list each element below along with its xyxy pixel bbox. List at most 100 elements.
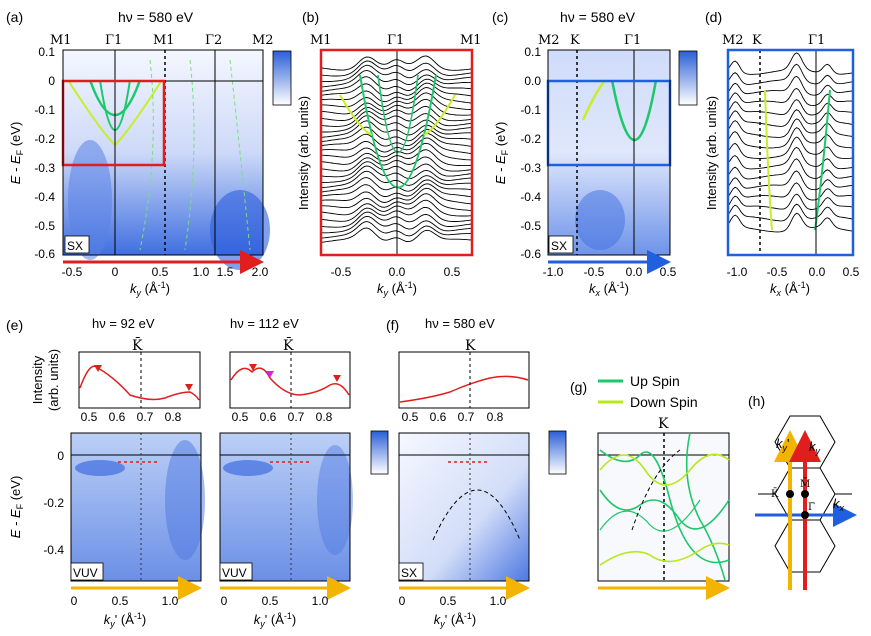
panel-g-band-down	[599, 542, 730, 566]
panel-e-xtick-2: 1.0	[162, 594, 179, 608]
panel-g-band-up	[685, 432, 726, 581]
panel-d-band-up	[814, 89, 831, 231]
panel-e-mdc1-frame	[78, 351, 201, 409]
panel-g-dispersion	[631, 449, 681, 531]
panel-h-gamma-label: Γ̄	[808, 502, 815, 513]
panel-g-band-down	[599, 453, 730, 486]
panel-f-top-xtick-0: 0.5	[402, 410, 419, 424]
panel-a-label: (a)	[6, 9, 23, 25]
panel-e-xtick2-1: 0.5	[262, 594, 279, 608]
panel-b: (b) M1 Γ1 M1 -0.5 0.0 0.5 ky (Å-1) Inten…	[296, 9, 482, 298]
edc-curve	[728, 75, 853, 96]
panel-f-tag-box	[398, 562, 424, 581]
panel-f-label: (f)	[386, 317, 399, 333]
panel-a-band-down	[67, 79, 116, 146]
panel-f-colorbar	[548, 430, 567, 475]
panel-f-hv: hν = 580 eV	[425, 316, 495, 331]
panel-h-ky-label: ky	[809, 439, 821, 456]
panel-c: (c) hν = 580 eV M2 K Γ1 SX 0.1 0.0 -0.1 …	[492, 9, 698, 298]
panel-c-tag-box	[548, 235, 574, 254]
panel-f-xtick-0: 0	[399, 594, 406, 608]
panel-d-band-down	[764, 89, 773, 231]
panel-d-xtick-0: -1.0	[727, 265, 748, 279]
panel-h-bz-hexagon	[774, 519, 836, 573]
panel-g-label: (g)	[570, 379, 587, 395]
edc-curve	[728, 63, 853, 85]
panel-e-ytick-2: -0.4	[43, 543, 64, 557]
panel-a-tag-box	[64, 235, 90, 254]
panel-b-xtick-2: 0.5	[444, 265, 461, 279]
panel-h-k-label: K̄	[771, 488, 779, 500]
panel-e-tag2: VUV	[222, 566, 247, 580]
panel-e-top2-xtick-2: 0.7	[288, 410, 305, 424]
edc-curve	[728, 158, 853, 180]
panel-h: (h) K̄ M̄ Γ̄ ky' ky kx	[748, 393, 857, 590]
panel-f-xtick-1: 0.5	[440, 594, 457, 608]
panel-c-ytick-7: -0.6	[520, 247, 541, 261]
panel-c-hv: hν = 580 eV	[560, 9, 636, 25]
panel-g-band-up	[599, 499, 701, 532]
panel-e-marker	[249, 364, 257, 371]
panel-e-ytick-0: 0	[57, 449, 64, 463]
edc-curve	[728, 193, 853, 210]
panel-e-kbar1: K̄	[132, 336, 143, 354]
panel-f-map-frame	[398, 432, 530, 582]
panel-c-ylabel: E - EF (eV)	[493, 122, 510, 185]
panel-e-int-label-1: Intensity	[30, 355, 45, 404]
edc-curve	[728, 109, 853, 127]
panel-a-colorbar	[272, 50, 292, 106]
panel-c-colorbar	[678, 50, 698, 106]
panel-h-point-gamma	[801, 511, 809, 519]
panel-c-xtick-0: -1.0	[543, 265, 564, 279]
panel-a-sym-2: M1	[153, 33, 175, 48]
panel-e-label: (e)	[6, 317, 23, 333]
panel-d-xtick-3: 0.5	[843, 265, 860, 279]
panel-c-sym-2: Γ1	[624, 33, 641, 48]
panel-a-ytick-1: 0	[48, 74, 55, 88]
panel-f-tag: SX	[401, 566, 417, 580]
panel-e-map1-frame	[70, 432, 202, 582]
panel-f-top-xtick-3: 0.8	[487, 410, 504, 424]
panel-c-tag: SX	[551, 239, 567, 253]
panel-a-ytick-4: -0.3	[34, 161, 55, 175]
panel-c-band-blob	[575, 190, 625, 250]
panel-e-hv2: hν = 112 eV	[230, 316, 299, 331]
panel-a-xtick-5: 2.0	[252, 265, 269, 279]
panel-h-point-k	[786, 490, 794, 498]
edc-curve	[728, 136, 853, 159]
panel-f: (f) hν = 580 eV K 0.5 0.6 0.7 0.8 SX 0 0…	[386, 316, 567, 629]
panel-a-calc-band	[184, 59, 195, 251]
panel-e-xlabel2: ky' (Å-1)	[254, 611, 296, 629]
panel-h-kyp-label: ky'	[776, 436, 789, 453]
panel-e-ytick-1: -0.2	[43, 496, 64, 510]
panel-d-ylabel: Intensity (arb. units)	[704, 96, 719, 210]
panel-c-xtick-3: 0.5	[660, 265, 677, 279]
edc-curve	[728, 203, 853, 222]
panel-c-ytick-0: 0.1	[524, 45, 541, 59]
panel-e-marker	[94, 365, 102, 372]
panel-a: (a) hν = 580 eV M1 Γ1 M1 Γ2 M2 SX 0.1 0 …	[6, 9, 292, 298]
panel-b-band-up	[359, 74, 437, 189]
panel-a-xtick-4: 1.5	[217, 265, 234, 279]
panel-d-bg	[728, 50, 853, 255]
panel-c-sym-1: K	[570, 33, 580, 48]
panel-d: (d) M2 K Γ1 -1.0 -0.5 0.0 0.5 kx (Å-1) I…	[704, 9, 860, 298]
panel-a-frame	[62, 49, 264, 256]
panel-f-top-xtick-2: 0.7	[458, 410, 475, 424]
panel-d-frame	[726, 48, 855, 257]
panel-e-map2-feature	[223, 460, 273, 476]
edc-curve	[728, 52, 853, 75]
panel-g-legend-down: Down Spin	[630, 394, 698, 410]
panel-c-frame	[547, 49, 671, 256]
panel-e-ylabel: E - EF (eV)	[8, 476, 25, 539]
panel-a-sym-1: Γ1	[105, 33, 122, 48]
panel-c-ytick-3: -0.2	[520, 132, 541, 146]
panel-b-sym-2: M1	[460, 33, 482, 48]
panel-a-band-down	[114, 79, 163, 146]
panel-d-xtick-1: -0.5	[767, 265, 788, 279]
panel-c-xtick-2: 0.0	[626, 265, 643, 279]
panel-c-xtick-1: -0.5	[584, 265, 605, 279]
panel-b-frame	[319, 48, 474, 257]
panel-e-top1-xtick-2: 0.7	[137, 410, 154, 424]
